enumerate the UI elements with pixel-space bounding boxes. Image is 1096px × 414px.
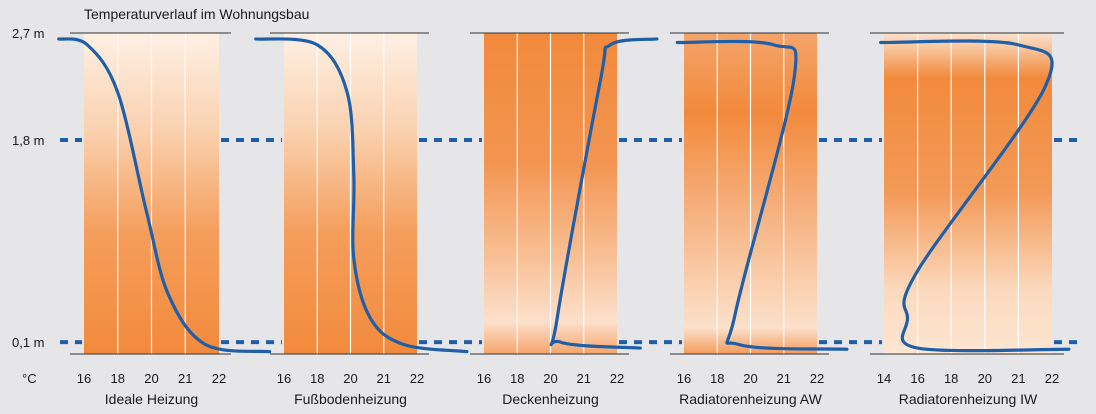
x-tick-label: 16 [910,371,924,386]
x-tick-label: 22 [810,371,824,386]
panel-3: 16 18 20 21 22 Deckenheizung [470,32,659,407]
x-tick-label: 20 [543,371,557,386]
x-tick-label: 21 [777,371,791,386]
panel-4: 16 18 20 21 22 Radiatorenheizung AW [670,32,849,407]
x-tick-label: 22 [610,371,624,386]
x-tick-label: 21 [577,371,591,386]
x-tick-label: 18 [710,371,724,386]
x-tick-label: 20 [743,371,757,386]
x-tick-label: 18 [310,371,324,386]
panel-label: Fußbodenheizung [294,391,407,407]
x-tick-label: 20 [343,371,357,386]
y-tick-label: 1,8 m [12,133,45,148]
x-tick-label: 18 [944,371,958,386]
x-tick-label: 16 [477,371,491,386]
temperature-curve [879,39,1071,353]
x-tick-label: 20 [144,371,158,386]
x-unit-label: °C [22,371,37,386]
x-tick-label: 16 [77,371,91,386]
panel-5: 14 16 18 20 21 22 Radiatorenheizung IW [870,32,1071,407]
x-tick-label: 16 [677,371,691,386]
x-tick-label: 20 [978,371,992,386]
x-tick-label: 21 [1011,371,1025,386]
temperature-curve [675,39,849,351]
panel-1: 16 18 20 21 22 Ideale Heizung [57,32,272,407]
x-tick-label: 16 [277,371,291,386]
reference-lines [60,138,1078,345]
x-tick-label: 21 [377,371,391,386]
x-tick-label: 21 [178,371,192,386]
x-tick-label: 18 [111,371,125,386]
panel-label: Ideale Heizung [105,391,198,407]
panel-label: Radiatorenheizung IW [899,391,1038,407]
panel-background [884,33,1052,354]
x-tick-label: 14 [877,371,891,386]
y-tick-label: 0,1 m [12,335,45,350]
panel-label: Deckenheizung [502,391,599,407]
chart-title: Temperaturverlauf im Wohnungsbau [84,6,309,22]
x-tick-label: 22 [410,371,424,386]
x-tick-label: 22 [1045,371,1059,386]
temperature-curve [254,37,469,354]
y-tick-label: 2,7 m [12,26,45,41]
y-axis: 2,7 m 1,8 m 0,1 m [12,26,45,350]
x-tick-label: 18 [510,371,524,386]
x-tick-label: 22 [212,371,226,386]
panel-label: Radiatorenheizung AW [679,391,822,407]
temperature-curve [57,37,272,354]
temperature-curve [549,37,659,350]
